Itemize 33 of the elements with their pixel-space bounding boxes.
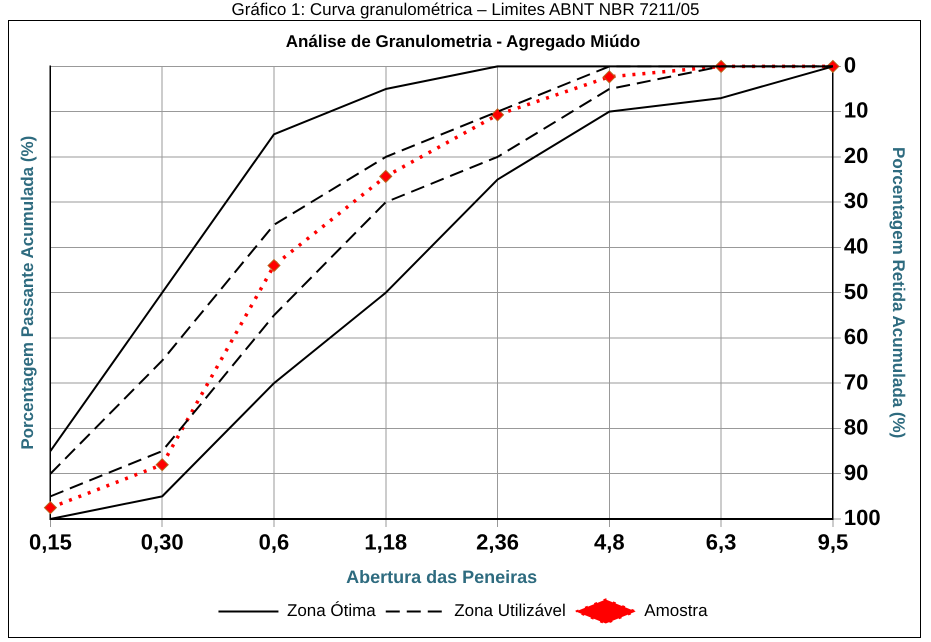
point xyxy=(602,70,616,84)
y2-tick-label: 90 xyxy=(844,460,868,485)
x-axis-title: Abertura das Peneiras xyxy=(346,567,538,588)
point xyxy=(491,108,504,122)
legend-label: Zona Ótima xyxy=(286,601,376,620)
y2-tick-label: 60 xyxy=(844,324,868,350)
x-tick-label: 0,6 xyxy=(258,529,290,554)
y-axis-title: Porcentagem Passante Acumulada (%) xyxy=(18,136,37,450)
y2-tick-label: 80 xyxy=(844,414,868,440)
y2-tick-label: 10 xyxy=(844,98,868,123)
x-tick-label: 6,3 xyxy=(706,529,736,554)
y2-axis-title: Porcentagem Retida Acumulada (%) xyxy=(889,147,908,438)
y2-tick-label: 100 xyxy=(844,505,881,530)
y2-tick-label: 30 xyxy=(844,188,868,214)
point xyxy=(379,170,392,183)
chart-title: Análise de Granulometria - Agregado Miúdo xyxy=(286,32,640,51)
point xyxy=(44,501,57,514)
y2-tick-label: 20 xyxy=(844,142,868,168)
point xyxy=(156,458,169,472)
legend-label: Zona Utilizável xyxy=(454,601,566,620)
point xyxy=(267,259,280,272)
y2-tick-label: 40 xyxy=(844,234,868,259)
y2-tick-label: 50 xyxy=(844,278,868,304)
x-tick-label: 4,8 xyxy=(594,529,625,554)
x-tick-label: 2,36 xyxy=(476,529,519,554)
y2-tick-label: 70 xyxy=(844,369,868,394)
text: Gráfico 1: Curva granulométrica – Limites ABNT NBR 7211/05 xyxy=(230,0,701,20)
legend-label: Amostra xyxy=(644,601,708,620)
x-tick-label: 1,18 xyxy=(364,529,408,554)
y2-tick-label: 0 xyxy=(844,52,856,78)
x-tick-label: 0,15 xyxy=(28,529,72,554)
x-tick-label: 0,30 xyxy=(140,529,184,554)
x-tick-label: 9,5 xyxy=(818,529,848,554)
